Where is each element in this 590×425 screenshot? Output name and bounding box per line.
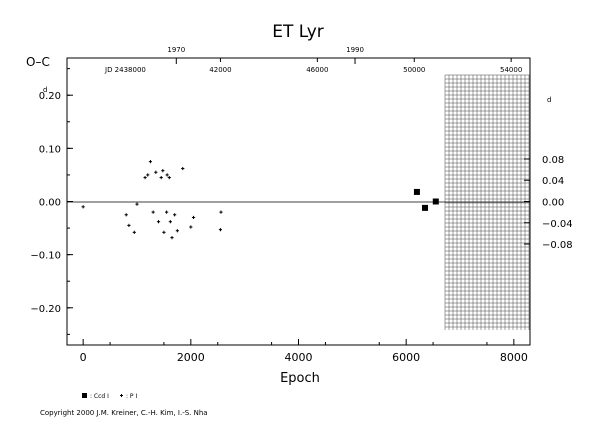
y-right-tick-label: 0.00 <box>542 198 564 209</box>
x-tick-label: 4000 <box>285 351 313 364</box>
photographic-point <box>124 213 128 217</box>
photographic-point <box>135 202 139 206</box>
y-axis-label: O–C <box>26 55 50 69</box>
y-right-axis-ticks: 0.08 0.04 0.00 −0.04 −0.08 <box>524 155 573 251</box>
x-tick-label: 0 <box>80 351 87 364</box>
legend-plus-marker <box>120 394 123 397</box>
legend-square-marker <box>82 393 87 398</box>
hatched-region <box>444 74 530 330</box>
y-tick-label: −0.10 <box>30 251 61 262</box>
data-points <box>81 160 439 240</box>
plot-frame <box>66 57 531 346</box>
jd-tick-label: 42000 <box>209 66 231 74</box>
y-tick-label: 0.00 <box>39 198 61 209</box>
ccd-point <box>413 188 420 195</box>
jd-tick-label: 54000 <box>500 66 522 74</box>
ccd-point <box>422 204 429 211</box>
copyright-text: Copyright 2000 J.M. Kreiner, C.-H. Kim, … <box>40 409 208 417</box>
jd-tick-label: 50000 <box>403 66 425 74</box>
ccd-point <box>432 198 439 205</box>
top-axis-ticks: 1970 1990 42000 46000 50000 54000 <box>167 46 522 74</box>
photographic-point <box>168 220 172 224</box>
photographic-point <box>143 175 147 180</box>
photographic-point <box>218 228 223 232</box>
photographic-point <box>162 230 166 234</box>
year-tick-label: 1990 <box>346 46 364 54</box>
photographic-point <box>181 166 185 171</box>
photographic-point <box>156 220 161 224</box>
legend-ccd-label: : Ccd I <box>90 393 109 400</box>
photographic-point <box>173 213 177 217</box>
x-tick-label: 2000 <box>177 351 205 364</box>
photographic-point <box>189 225 193 229</box>
photographic-point <box>148 160 153 164</box>
y-axis-unit-right: d <box>547 96 551 104</box>
y-axis-unit-left: d <box>43 86 47 94</box>
chart-title: ET Lyr <box>272 22 324 42</box>
photographic-point <box>159 175 163 180</box>
photographic-point <box>167 175 171 180</box>
y-right-tick-label: 0.08 <box>542 155 564 166</box>
photographic-point <box>165 173 169 177</box>
photographic-point <box>219 210 223 214</box>
y-tick-label: 0.20 <box>39 91 61 102</box>
x-axis-label: Epoch <box>280 371 320 386</box>
x-axis-ticks: 0 2000 4000 6000 8000 <box>80 339 528 364</box>
y-right-tick-label: −0.04 <box>542 219 573 230</box>
legend: : Ccd I : P I <box>82 393 137 400</box>
jd-label: JD 2438000 <box>104 66 146 74</box>
photographic-point <box>170 236 174 240</box>
photographic-point <box>175 229 179 233</box>
photographic-point <box>191 215 196 220</box>
photographic-point <box>161 169 165 173</box>
y-axis-ticks: 0.20 0.10 0.00 −0.10 −0.20 <box>30 68 73 335</box>
jd-tick-label: 46000 <box>306 66 328 74</box>
photographic-point <box>164 210 169 214</box>
x-tick-label: 8000 <box>500 351 528 364</box>
y-tick-label: −0.20 <box>30 304 61 315</box>
legend-p-label: : P I <box>126 393 137 400</box>
photographic-point <box>132 230 136 234</box>
photographic-point <box>146 173 150 177</box>
x-tick-label: 6000 <box>392 351 420 364</box>
photographic-point <box>81 205 85 209</box>
year-tick-label: 1970 <box>167 46 185 54</box>
y-right-tick-label: 0.04 <box>542 176 564 187</box>
photographic-point <box>151 210 155 214</box>
y-right-tick-label: −0.08 <box>542 240 573 251</box>
photographic-point <box>154 170 158 174</box>
photographic-point <box>127 223 131 228</box>
y-tick-label: 0.10 <box>39 144 61 155</box>
